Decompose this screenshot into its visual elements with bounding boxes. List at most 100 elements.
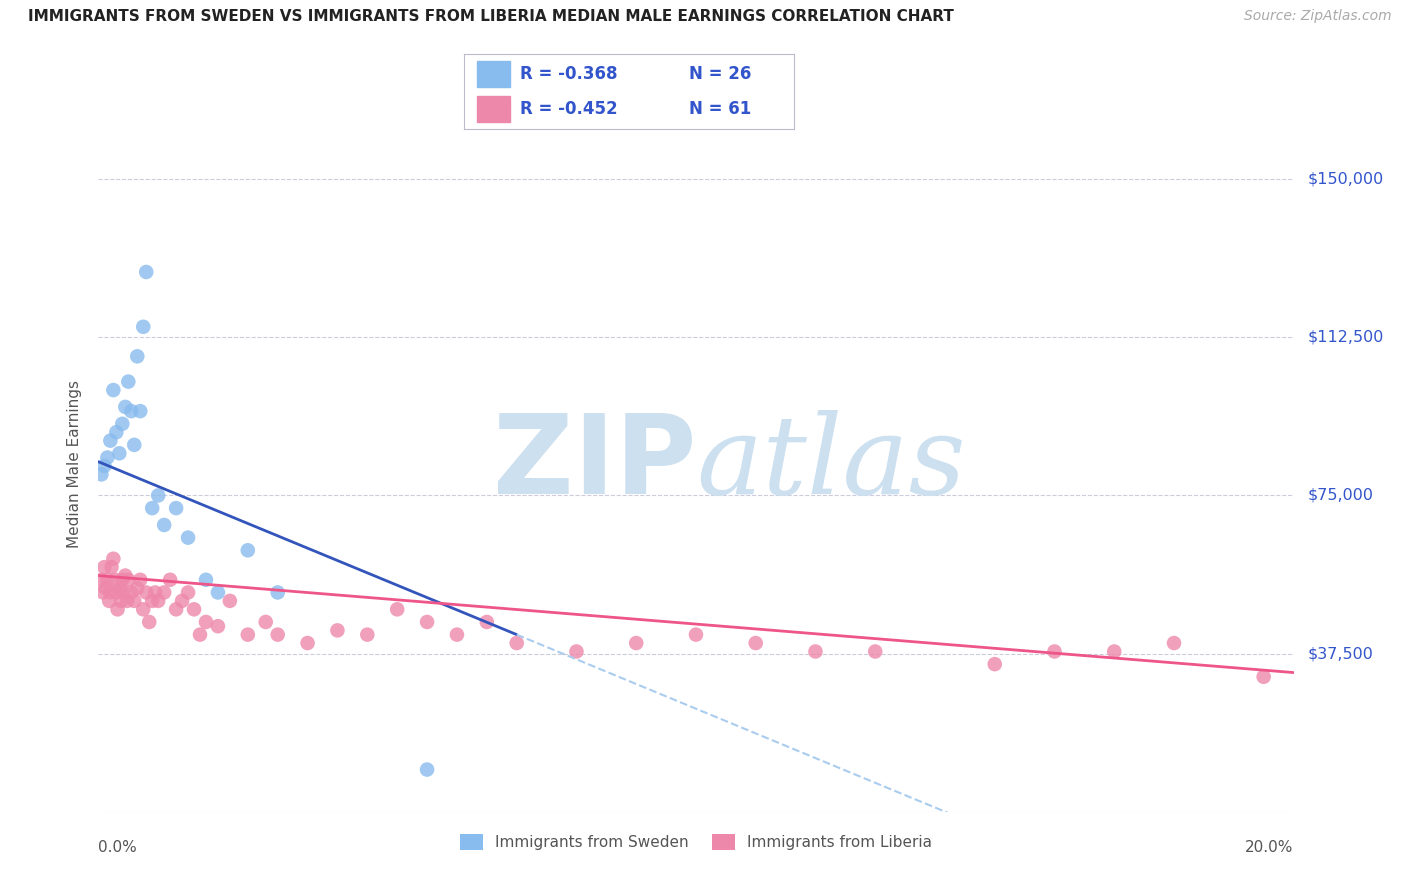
Point: [96, 573, 118, 587]
Point: [1253, 670, 1275, 684]
Point: [506, 636, 529, 650]
Text: Source: ZipAtlas.com: Source: ZipAtlas.com: [1244, 9, 1392, 23]
Point: [153, 518, 176, 533]
Point: [148, 488, 170, 502]
Point: [165, 602, 187, 616]
Point: [267, 585, 290, 599]
Point: [111, 417, 134, 431]
Point: [416, 763, 439, 777]
Point: [98, 585, 122, 599]
Point: [104, 573, 127, 587]
Text: N = 26: N = 26: [689, 65, 751, 83]
Point: [117, 573, 139, 587]
Point: [153, 585, 176, 599]
Point: [120, 404, 142, 418]
Point: [745, 636, 768, 650]
Point: [1163, 636, 1185, 650]
Point: [93, 560, 115, 574]
Point: [183, 602, 205, 616]
Point: [194, 573, 218, 587]
Point: [141, 501, 163, 516]
Point: [804, 644, 827, 658]
Point: [236, 543, 259, 558]
Point: [103, 383, 125, 397]
Text: N = 61: N = 61: [689, 100, 751, 118]
Point: [127, 581, 149, 595]
Point: [112, 585, 135, 599]
Point: [172, 594, 194, 608]
Point: [194, 615, 218, 629]
Point: [236, 627, 259, 641]
Point: [165, 501, 187, 516]
Point: [385, 602, 409, 616]
Point: [177, 531, 200, 545]
Point: [120, 585, 142, 599]
Point: [219, 594, 242, 608]
Point: [326, 624, 349, 638]
Text: 20.0%: 20.0%: [1246, 839, 1294, 855]
Point: [91, 585, 114, 599]
Point: [1102, 644, 1125, 658]
Point: [107, 602, 129, 616]
Point: [96, 450, 118, 465]
Text: R = -0.368: R = -0.368: [520, 65, 617, 83]
Point: [90, 573, 112, 587]
Point: [267, 627, 290, 641]
Point: [983, 657, 1005, 672]
Bar: [477, 62, 510, 87]
Point: [863, 644, 886, 658]
Point: [446, 627, 468, 641]
Point: [90, 467, 112, 482]
Point: [114, 568, 136, 582]
Point: [98, 594, 121, 608]
Point: [114, 400, 136, 414]
Point: [93, 458, 115, 473]
Point: [127, 349, 149, 363]
Point: [132, 319, 155, 334]
Point: [129, 404, 152, 418]
Text: atlas: atlas: [696, 410, 966, 517]
Point: [132, 602, 155, 616]
Point: [129, 573, 152, 587]
Point: [124, 438, 146, 452]
Point: [135, 265, 157, 279]
Point: [141, 594, 163, 608]
Point: [177, 585, 200, 599]
Point: [207, 619, 229, 633]
Text: 0.0%: 0.0%: [98, 839, 138, 855]
Point: [685, 627, 707, 641]
Point: [624, 636, 647, 650]
Point: [143, 585, 166, 599]
Point: [138, 615, 160, 629]
Bar: [477, 96, 510, 122]
Text: $37,500: $37,500: [1308, 646, 1374, 661]
Point: [105, 425, 128, 440]
Text: $75,000: $75,000: [1308, 488, 1374, 503]
Text: ZIP: ZIP: [492, 410, 696, 517]
Point: [108, 581, 131, 595]
Y-axis label: Median Male Earnings: Median Male Earnings: [67, 380, 83, 548]
Point: [108, 446, 131, 460]
Text: $150,000: $150,000: [1308, 172, 1384, 186]
Point: [105, 585, 128, 599]
Point: [159, 573, 181, 587]
Text: R = -0.452: R = -0.452: [520, 100, 617, 118]
Point: [148, 594, 170, 608]
Point: [94, 581, 117, 595]
Point: [103, 551, 125, 566]
Point: [565, 644, 588, 658]
Point: [1043, 644, 1066, 658]
Legend: Immigrants from Sweden, Immigrants from Liberia: Immigrants from Sweden, Immigrants from …: [454, 828, 938, 856]
Point: [254, 615, 277, 629]
Point: [135, 585, 157, 599]
Point: [110, 594, 132, 608]
Point: [115, 594, 138, 608]
Point: [297, 636, 319, 650]
Point: [207, 585, 229, 599]
Point: [124, 594, 146, 608]
Point: [111, 573, 134, 587]
Text: $112,500: $112,500: [1308, 330, 1384, 345]
Text: IMMIGRANTS FROM SWEDEN VS IMMIGRANTS FROM LIBERIA MEDIAN MALE EARNINGS CORRELATI: IMMIGRANTS FROM SWEDEN VS IMMIGRANTS FRO…: [28, 9, 955, 24]
Point: [475, 615, 498, 629]
Point: [416, 615, 439, 629]
